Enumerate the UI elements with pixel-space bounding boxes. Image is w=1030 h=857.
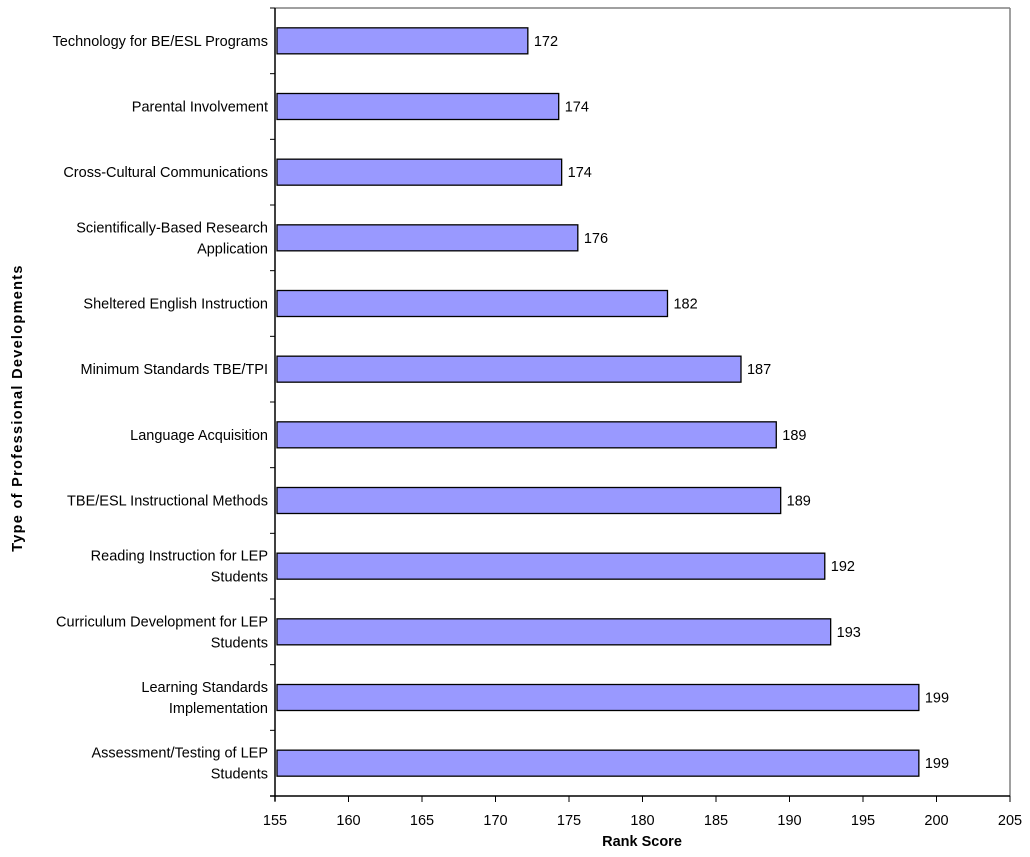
data-label: 174 xyxy=(568,165,592,181)
category-label-line: Students xyxy=(211,570,268,586)
data-label: 172 xyxy=(534,34,558,50)
bar xyxy=(276,749,920,777)
bar xyxy=(276,552,826,580)
bar xyxy=(276,27,529,55)
category-label: Curriculum Development for LEP Students xyxy=(56,614,268,651)
category-label-line: Application xyxy=(197,241,268,257)
data-label: 192 xyxy=(831,559,855,575)
bar xyxy=(276,355,742,383)
bar xyxy=(276,683,920,712)
category-label: Learning Standards Implementation xyxy=(141,680,268,717)
bar xyxy=(276,224,579,252)
category-label-line: Minimum Standards TBE/TPI xyxy=(81,362,269,378)
x-tick-label: 200 xyxy=(924,813,948,829)
category-label-line: Technology for BE/ESL Programs xyxy=(53,34,268,50)
data-label: 182 xyxy=(673,297,697,313)
x-tick-label: 165 xyxy=(410,813,434,829)
data-label: 187 xyxy=(747,362,771,378)
category-label-line: Students xyxy=(211,767,268,783)
x-tick-label: 195 xyxy=(851,813,875,829)
x-tick-label: 190 xyxy=(777,813,801,829)
data-label: 199 xyxy=(925,691,949,707)
category-label-line: Language Acquisition xyxy=(130,428,268,444)
category-label: Technology for BE/ESL Programs xyxy=(53,34,268,50)
category-label: Reading Instruction for LEP Students xyxy=(91,549,268,586)
x-tick-label: 185 xyxy=(704,813,728,829)
category-label-line: Cross-Cultural Communications xyxy=(63,165,268,181)
data-label: 189 xyxy=(787,494,811,510)
x-tick-label: 155 xyxy=(263,813,287,829)
category-label-line: Curriculum Development for LEP xyxy=(56,614,268,630)
bar-group xyxy=(276,27,920,777)
category-label: Assessment/Testing of LEP Students xyxy=(92,746,269,783)
bar xyxy=(276,618,832,646)
data-label: 174 xyxy=(565,100,589,116)
x-axis-title: Rank Score xyxy=(602,834,682,850)
bar xyxy=(276,421,777,449)
category-label-line: Parental Involvement xyxy=(132,100,268,116)
category-label: Cross-Cultural Communications xyxy=(63,165,268,181)
category-label: Language Acquisition xyxy=(130,428,268,444)
category-label: Sheltered English Instruction xyxy=(83,297,268,313)
category-label-line: Learning Standards xyxy=(141,680,268,696)
data-label: 189 xyxy=(782,428,806,444)
data-label: 199 xyxy=(925,756,949,772)
x-tick-group: 155 160 165 170 175 180 185 190 195 200 205 xyxy=(263,796,1022,829)
axes-group xyxy=(270,7,1011,801)
x-tick-label: 175 xyxy=(557,813,581,829)
bar xyxy=(276,486,782,515)
data-label-group: 172 174 174 176 182 187 189 189 192 193 199 199 xyxy=(534,34,949,772)
category-label-line: Sheltered English Instruction xyxy=(83,297,268,313)
x-tick-label: 160 xyxy=(336,813,360,829)
data-label: 193 xyxy=(837,625,861,641)
category-label: Minimum Standards TBE/TPI xyxy=(81,362,269,378)
category-label-line: Students xyxy=(211,635,268,651)
bar xyxy=(276,289,669,318)
data-label: 176 xyxy=(584,231,608,247)
category-label: TBE/ESL Instructional Methods xyxy=(67,494,268,510)
category-label-line: Scientifically-Based Research xyxy=(76,220,268,236)
category-label-line: Reading Instruction for LEP xyxy=(91,549,268,565)
x-tick-label: 180 xyxy=(630,813,654,829)
category-label-group: Technology for BE/ESL Programs Parental I… xyxy=(53,34,268,783)
category-label: Scientifically-Based Research Application xyxy=(76,220,268,257)
category-label-line: TBE/ESL Instructional Methods xyxy=(67,494,268,510)
bar xyxy=(276,158,563,186)
x-tick-label: 205 xyxy=(998,813,1022,829)
category-label-line: Implementation xyxy=(169,701,268,717)
category-label-line: Assessment/Testing of LEP xyxy=(92,746,269,762)
y-axis-title: Type of Professional Developments xyxy=(10,264,26,552)
bar xyxy=(276,92,560,121)
category-label: Parental Involvement xyxy=(132,100,268,116)
x-tick-label: 170 xyxy=(483,813,507,829)
